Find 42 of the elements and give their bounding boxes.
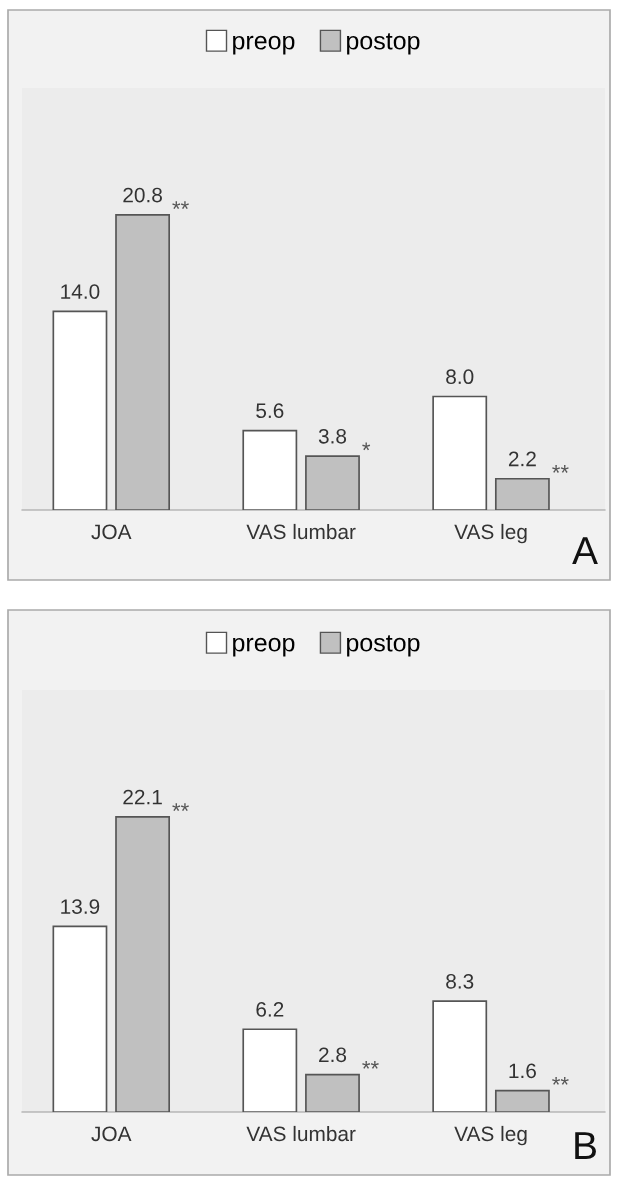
bar [432,395,488,510]
text: A [572,537,598,564]
data-label: 22.1 [123,789,162,805]
x-tick-label: VAS leg [454,1125,527,1146]
bar [115,816,171,1112]
annotation: ** [172,201,189,209]
data-label: 3.8 [318,428,347,444]
data-label: 14.0 [61,284,100,299]
annotation: ** [172,803,189,811]
data-label: 1.6 [509,1063,536,1079]
annotation: ** [552,1076,569,1085]
bar [432,1000,488,1112]
x-tick-label: VAS leg [454,523,527,544]
annotation: * [362,442,371,451]
data-label: 6.2 [256,1002,284,1017]
bar [305,1073,360,1112]
x-tick-label: VAS lumbar [246,523,356,540]
data-label: 8.3 [446,973,474,989]
data-label: 8.0 [446,369,474,385]
bar [305,455,360,510]
x-tick-label: VAS lumbar [246,1125,356,1142]
bar [242,429,298,510]
text: B [575,1132,596,1159]
bar [52,925,108,1112]
bar [494,477,550,510]
legend-label: postop [347,33,420,55]
legend-label: preop [233,35,295,55]
bar [242,1028,298,1112]
x-tick-label: JOA [91,524,132,540]
annotation: ** [362,1060,379,1069]
legend-label: preop [233,637,295,657]
bar [494,1089,550,1112]
data-label: 13.9 [61,899,100,914]
bar [115,214,171,510]
annotation: ** [552,465,569,473]
data-label: 20.8 [123,187,162,203]
data-label: 2.8 [319,1047,347,1063]
data-label: 5.6 [256,403,284,419]
data-label: 2.2 [508,451,536,467]
x-tick-label: JOA [91,1126,132,1142]
bar [52,310,108,510]
legend-label: postop [347,635,420,657]
